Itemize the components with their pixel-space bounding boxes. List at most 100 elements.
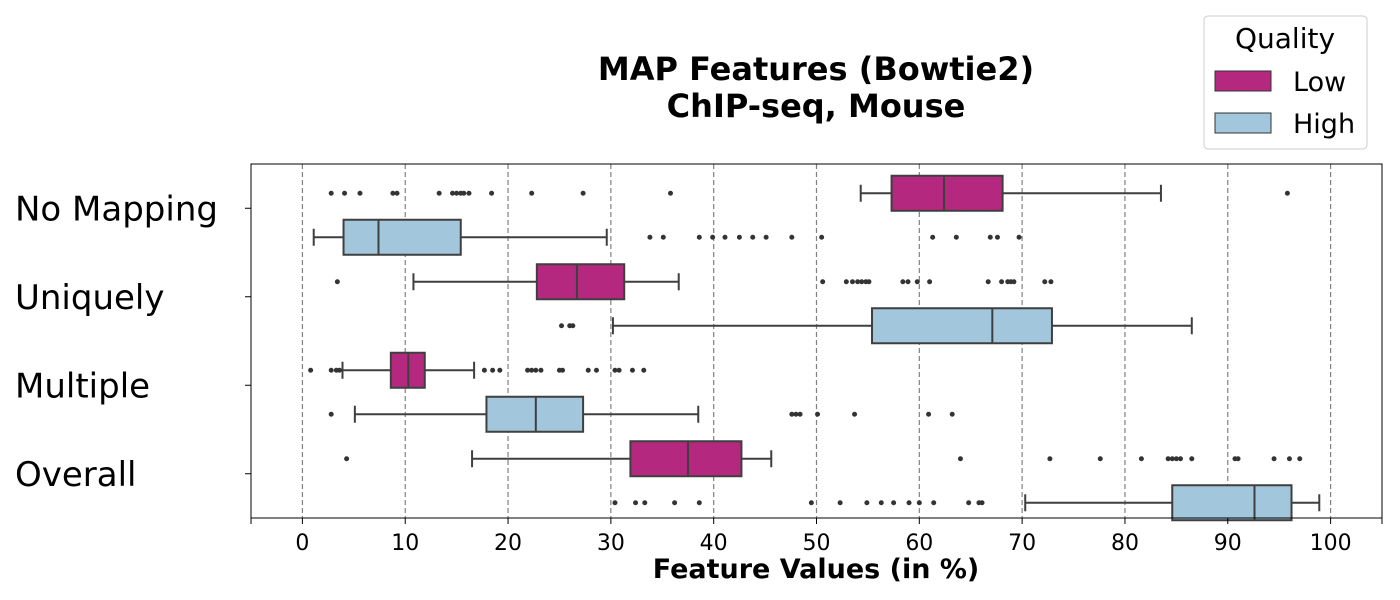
outlier-no-mapping-high-10 [930, 234, 936, 240]
outlier-no-mapping-low-11 [489, 190, 495, 196]
outlier-uniquely-low-3 [849, 279, 855, 285]
outlier-no-mapping-high-5 [736, 234, 742, 240]
outlier-uniquely-low-9 [905, 279, 911, 285]
outlier-multiple-low-13 [585, 367, 591, 373]
outlier-overall-high-6 [837, 500, 843, 506]
outlier-multiple-low-16 [616, 367, 622, 373]
outlier-no-mapping-high-13 [994, 234, 1000, 240]
outlier-uniquely-low-17 [1042, 279, 1048, 285]
outlier-no-mapping-low-1 [342, 190, 348, 196]
category-label-no-mapping: No Mapping [15, 189, 218, 229]
box-layer [308, 174, 1321, 522]
outlier-multiple-high-5 [852, 411, 858, 417]
x-tick-label-60: 60 [905, 531, 933, 556]
outlier-no-mapping-low-12 [529, 190, 535, 196]
outlier-uniquely-high-2 [570, 323, 576, 329]
outlier-overall-high-0 [612, 500, 618, 506]
outlier-overall-high-2 [642, 500, 648, 506]
outlier-multiple-low-4 [481, 367, 487, 373]
box-multiple-high [328, 395, 955, 433]
outlier-overall-low-4 [1138, 456, 1144, 462]
outlier-no-mapping-high-6 [750, 234, 756, 240]
x-tick-label-80: 80 [1111, 531, 1139, 556]
category-label-uniquely: Uniquely [15, 278, 165, 318]
outlier-overall-low-13 [1286, 456, 1292, 462]
outlier-uniquely-low-2 [843, 279, 849, 285]
outlier-overall-low-3 [1097, 456, 1103, 462]
outlier-no-mapping-low-3 [390, 190, 396, 196]
outlier-overall-low-1 [957, 456, 963, 462]
chart-title-line-2: ChIP-seq, Mouse [667, 87, 966, 125]
legend: Quality Low High [1203, 15, 1368, 150]
x-tick-label-50: 50 [803, 531, 831, 556]
iqr-box-uniquely-high [871, 307, 1053, 345]
x-tick-label-70: 70 [1008, 531, 1036, 556]
x-tick-label-30: 30 [597, 531, 625, 556]
outlier-uniquely-low-8 [900, 279, 906, 285]
category-label-multiple: Multiple [15, 366, 150, 406]
outlier-no-mapping-low-2 [357, 190, 363, 196]
x-tick-label-0: 0 [295, 531, 309, 556]
outlier-overall-low-12 [1271, 456, 1277, 462]
legend-swatch-low [1214, 70, 1272, 92]
box-uniquely-high [559, 307, 1193, 345]
x-tick-label-90: 90 [1214, 531, 1242, 556]
legend-label-low: Low [1293, 67, 1346, 98]
outlier-multiple-low-14 [593, 367, 599, 373]
outlier-no-mapping-low-6 [450, 190, 456, 196]
iqr-box-uniquely-low [535, 263, 626, 301]
outlier-no-mapping-high-3 [710, 234, 716, 240]
outlier-uniquely-low-10 [914, 279, 920, 285]
outlier-overall-high-13 [966, 500, 972, 506]
outlier-multiple-low-0 [308, 367, 314, 373]
outlier-no-mapping-high-2 [696, 234, 702, 240]
outlier-uniquely-low-11 [927, 279, 933, 285]
iqr-box-multiple-high [485, 395, 585, 433]
outlier-no-mapping-low-14 [667, 190, 673, 196]
category-labels: No Mapping Uniquely Multiple Overall [15, 189, 218, 495]
outlier-no-mapping-high-0 [647, 234, 653, 240]
box-no-mapping-low [328, 174, 1290, 212]
outlier-overall-high-1 [633, 500, 639, 506]
outlier-no-mapping-low-0 [328, 190, 334, 196]
grid-lines [301, 164, 1332, 518]
category-label-overall: Overall [15, 455, 137, 495]
outlier-overall-low-5 [1165, 456, 1171, 462]
outlier-multiple-low-6 [497, 367, 503, 373]
outlier-overall-low-6 [1169, 456, 1175, 462]
outlier-multiple-low-5 [490, 367, 496, 373]
x-tick-label-20: 20 [494, 531, 522, 556]
x-axis-label: Feature Values (in %) [653, 554, 980, 585]
outlier-overall-low-11 [1235, 456, 1241, 462]
outlier-multiple-low-10 [538, 367, 544, 373]
outlier-uniquely-low-16 [1011, 279, 1017, 285]
outlier-multiple-low-17 [629, 367, 635, 373]
outlier-overall-low-0 [344, 456, 350, 462]
chart-title-line-1: MAP Features (Bowtie2) [598, 50, 1034, 88]
outlier-overall-high-7 [864, 500, 870, 506]
outlier-uniquely-high-0 [559, 323, 565, 329]
outlier-multiple-high-4 [815, 411, 821, 417]
outlier-uniquely-low-18 [1048, 279, 1054, 285]
outlier-no-mapping-high-7 [763, 234, 769, 240]
outlier-no-mapping-low-10 [466, 190, 472, 196]
outlier-multiple-high-2 [793, 411, 799, 417]
outlier-multiple-low-9 [533, 367, 539, 373]
outlier-multiple-low-18 [641, 367, 647, 373]
outlier-uniquely-low-13 [999, 279, 1005, 285]
outlier-overall-high-15 [979, 500, 985, 506]
outlier-overall-high-12 [931, 500, 937, 506]
iqr-box-overall-low [629, 440, 743, 478]
outlier-no-mapping-low-4 [394, 190, 400, 196]
outlier-uniquely-low-1 [820, 279, 826, 285]
outlier-multiple-high-3 [797, 411, 803, 417]
box-overall-high [612, 484, 1321, 522]
outlier-multiple-low-12 [560, 367, 566, 373]
outlier-multiple-high-0 [328, 411, 334, 417]
outlier-uniquely-low-4 [855, 279, 861, 285]
outlier-no-mapping-high-12 [987, 234, 993, 240]
outlier-overall-high-11 [916, 500, 922, 506]
outlier-no-mapping-low-15 [1284, 190, 1290, 196]
outlier-multiple-high-6 [926, 411, 932, 417]
